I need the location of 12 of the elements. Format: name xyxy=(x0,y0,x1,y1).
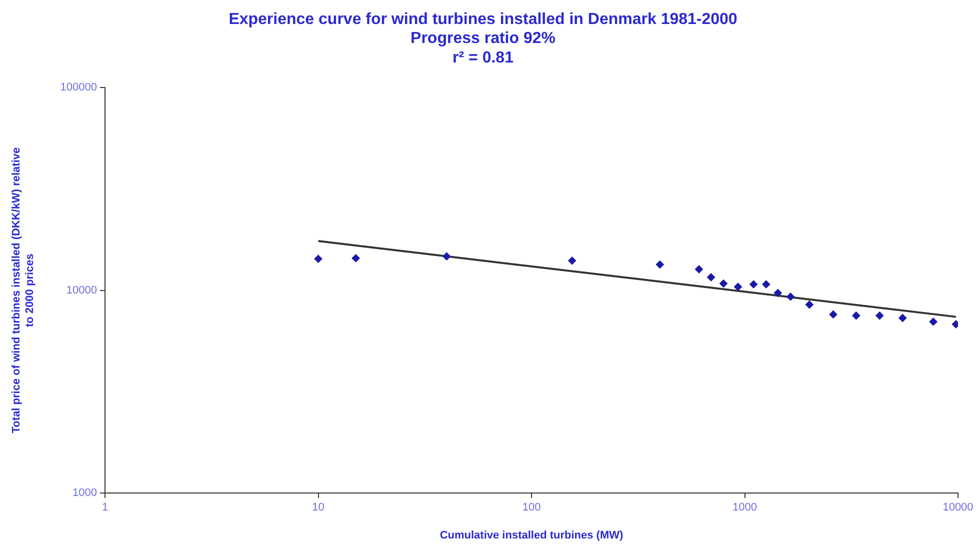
chart-subtitle: Progress ratio 92% r² = 0.81 xyxy=(410,30,556,66)
chart-title: Experience curve for wind turbines installed in Denmark 1981-2000 xyxy=(228,11,738,28)
x-tick-label: 10000 xyxy=(942,502,974,514)
x-axis-title: Cumulative installed turbines (MW) xyxy=(440,529,624,542)
x-tick-label: 10 xyxy=(312,502,324,514)
x-tick-label: 1000 xyxy=(732,502,757,514)
x-tick-label: 1 xyxy=(102,502,108,514)
y-tick-label: 100000 xyxy=(60,82,97,94)
y-tick-label: 10000 xyxy=(66,284,97,296)
y-axis-title: Total price of wind turbines installed (DKK/kW) relative to 2000 prices xyxy=(10,147,36,434)
y-tick-label: 1000 xyxy=(72,487,97,500)
x-tick-label: 100 xyxy=(522,502,541,514)
